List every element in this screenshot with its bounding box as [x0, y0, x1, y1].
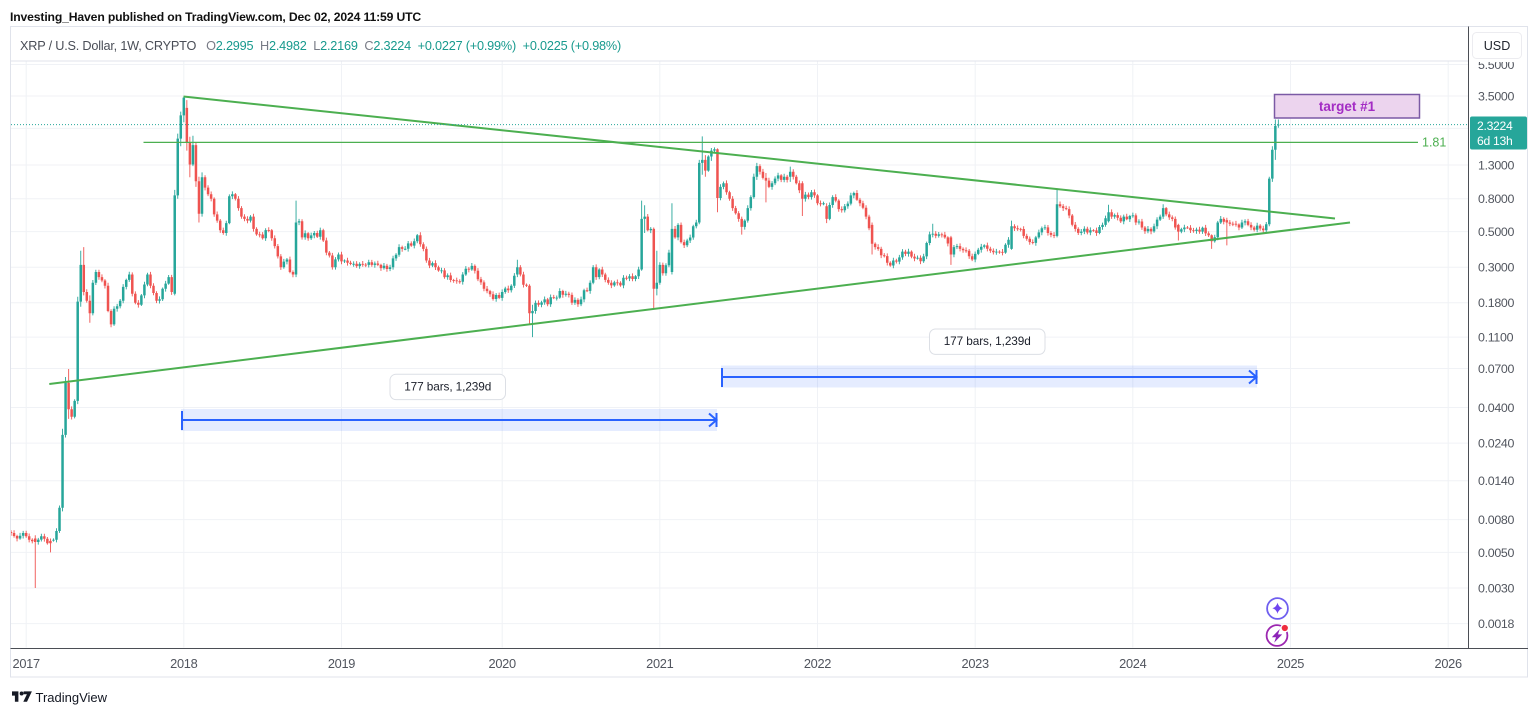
svg-text:target #1: target #1: [1319, 99, 1376, 114]
svg-text:0.3000: 0.3000: [1478, 261, 1515, 275]
svg-text:2022: 2022: [804, 656, 831, 671]
svg-text:0.0240: 0.0240: [1478, 437, 1515, 451]
svg-text:2017: 2017: [13, 656, 40, 671]
svg-text:177 bars, 1,239d: 177 bars, 1,239d: [404, 379, 491, 393]
svg-text:0.1100: 0.1100: [1478, 331, 1514, 345]
svg-text:1.3000: 1.3000: [1478, 158, 1515, 172]
svg-text:2018: 2018: [170, 656, 197, 671]
svg-text:0.8000: 0.8000: [1478, 192, 1515, 206]
svg-text:2026: 2026: [1435, 656, 1462, 671]
svg-text:0.0030: 0.0030: [1478, 581, 1515, 595]
svg-text:0.1800: 0.1800: [1478, 296, 1515, 310]
svg-text:1.81: 1.81: [1422, 136, 1446, 150]
svg-text:0.0400: 0.0400: [1478, 401, 1515, 415]
svg-text:0.0080: 0.0080: [1478, 513, 1515, 527]
svg-text:2024: 2024: [1119, 656, 1146, 671]
svg-text:2020: 2020: [489, 656, 516, 671]
svg-text:0.0018: 0.0018: [1478, 617, 1515, 631]
svg-text:177 bars, 1,239d: 177 bars, 1,239d: [944, 334, 1031, 348]
svg-text:XRP / U.S. Dollar, 1W, CRYPTO: XRP / U.S. Dollar, 1W, CRYPTO O2.2995 H2…: [20, 39, 621, 53]
svg-text:TradingView: TradingView: [36, 690, 108, 705]
svg-text:3.5000: 3.5000: [1478, 89, 1515, 103]
svg-text:2019: 2019: [328, 656, 355, 671]
svg-text:USD: USD: [1484, 39, 1511, 53]
svg-text:2.3224: 2.3224: [1477, 119, 1513, 133]
svg-text:6d 13h: 6d 13h: [1477, 134, 1512, 148]
svg-text:5.5000: 5.5000: [1478, 58, 1515, 72]
svg-text:0.0700: 0.0700: [1478, 362, 1515, 376]
svg-text:0.0140: 0.0140: [1478, 474, 1515, 488]
svg-text:Investing_Haven published on T: Investing_Haven published on TradingView…: [10, 10, 421, 24]
svg-text:2021: 2021: [646, 656, 673, 671]
svg-text:0.5000: 0.5000: [1478, 225, 1515, 239]
svg-text:2023: 2023: [962, 656, 989, 671]
svg-text:0.0050: 0.0050: [1478, 546, 1515, 560]
svg-text:2025: 2025: [1277, 656, 1304, 671]
